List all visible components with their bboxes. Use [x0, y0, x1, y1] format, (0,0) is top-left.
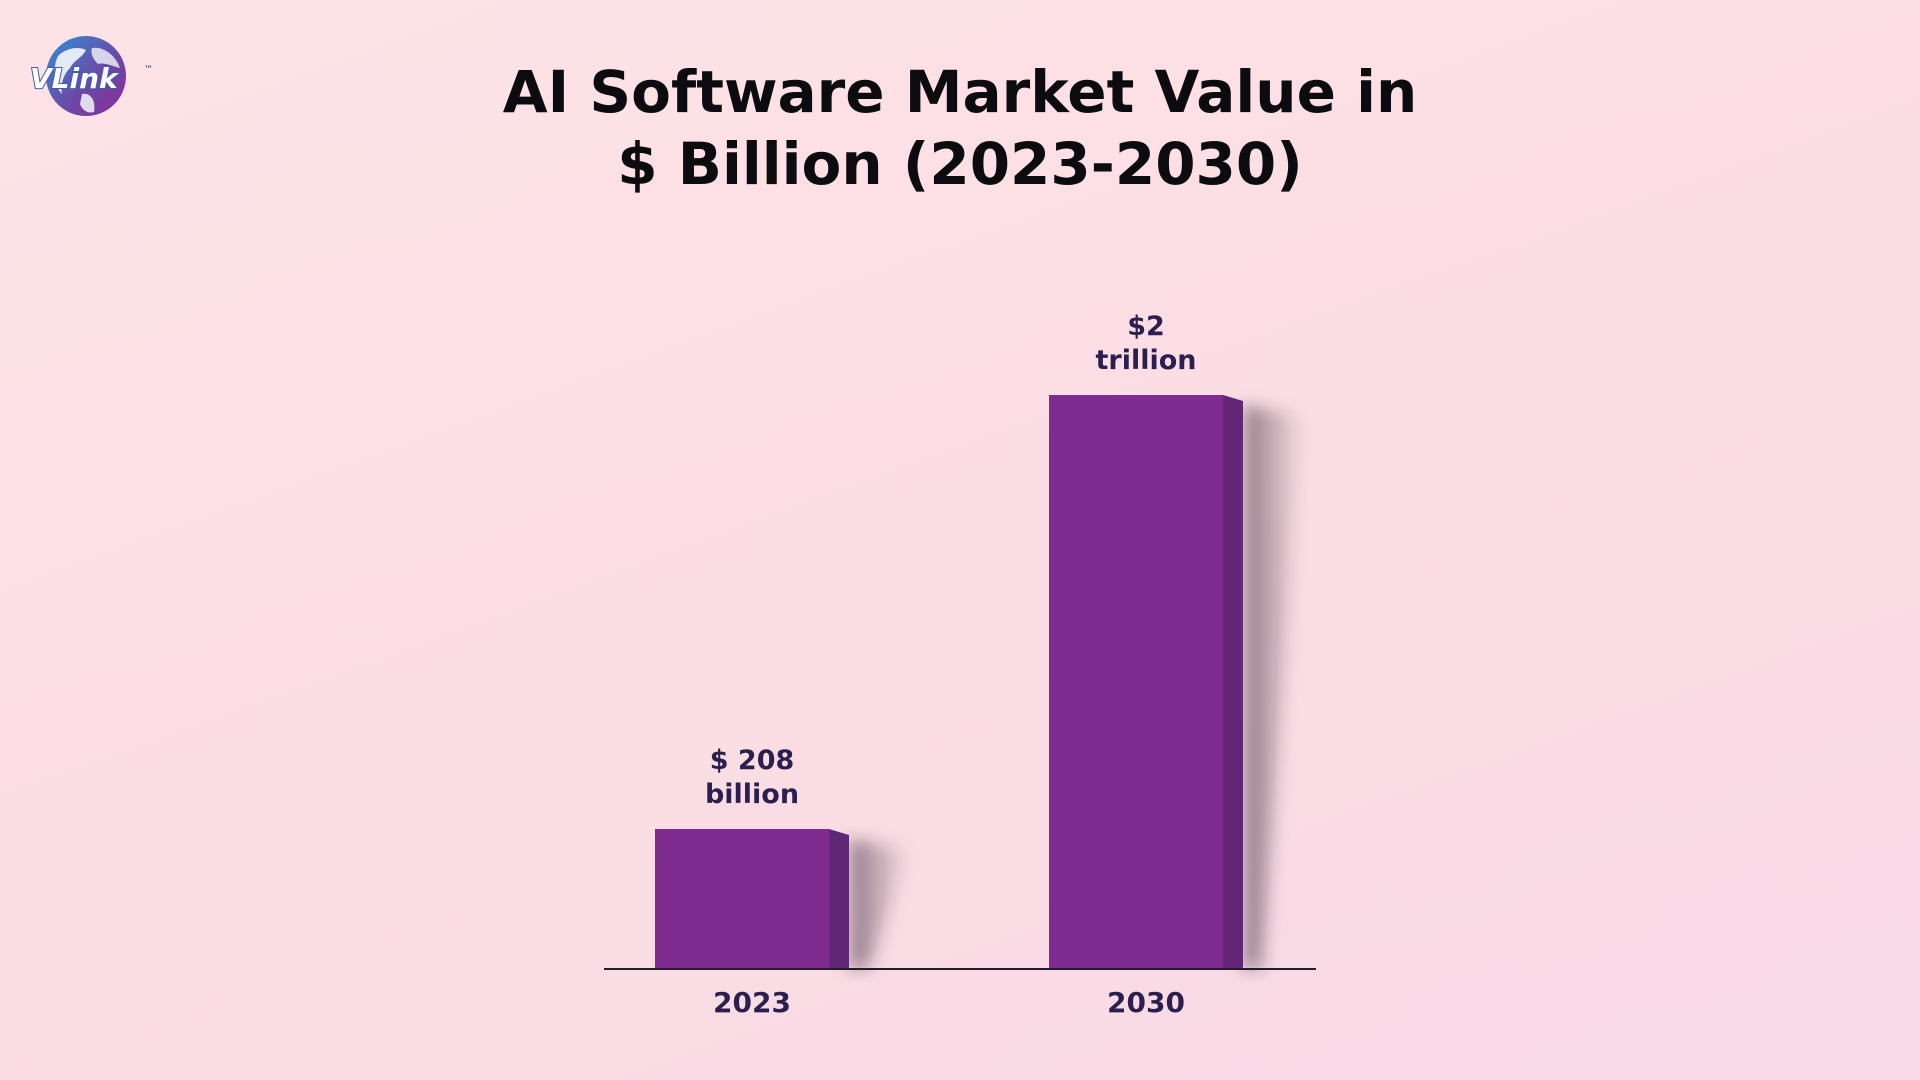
- vlink-logo: VLink ™: [30, 36, 153, 116]
- bar-shadow: [1243, 405, 1303, 969]
- chart-title-line-2: $ Billion (2023-2030): [617, 130, 1303, 198]
- x-tick-label-2030: 2030: [1107, 986, 1185, 1019]
- bar-shadow: [849, 839, 909, 969]
- data-label-2030-line-2: trillion: [1095, 345, 1196, 376]
- data-label-2023-line-1: $ 208: [710, 745, 795, 776]
- bar-2023: [655, 829, 829, 969]
- bar-side-2023: [829, 829, 849, 969]
- logo-trademark: ™: [144, 65, 153, 75]
- x-tick-label-2023: 2023: [713, 986, 791, 1019]
- data-label-2023-line-2: billion: [705, 779, 799, 810]
- data-label-2030-line-1: $2: [1127, 311, 1165, 342]
- bar-2030: [1049, 395, 1223, 969]
- logo-text: VLink: [30, 62, 120, 95]
- chart-title-line-1: AI Software Market Value in: [502, 58, 1418, 126]
- globe-icon: [46, 36, 126, 116]
- bar-side-2030: [1223, 395, 1243, 969]
